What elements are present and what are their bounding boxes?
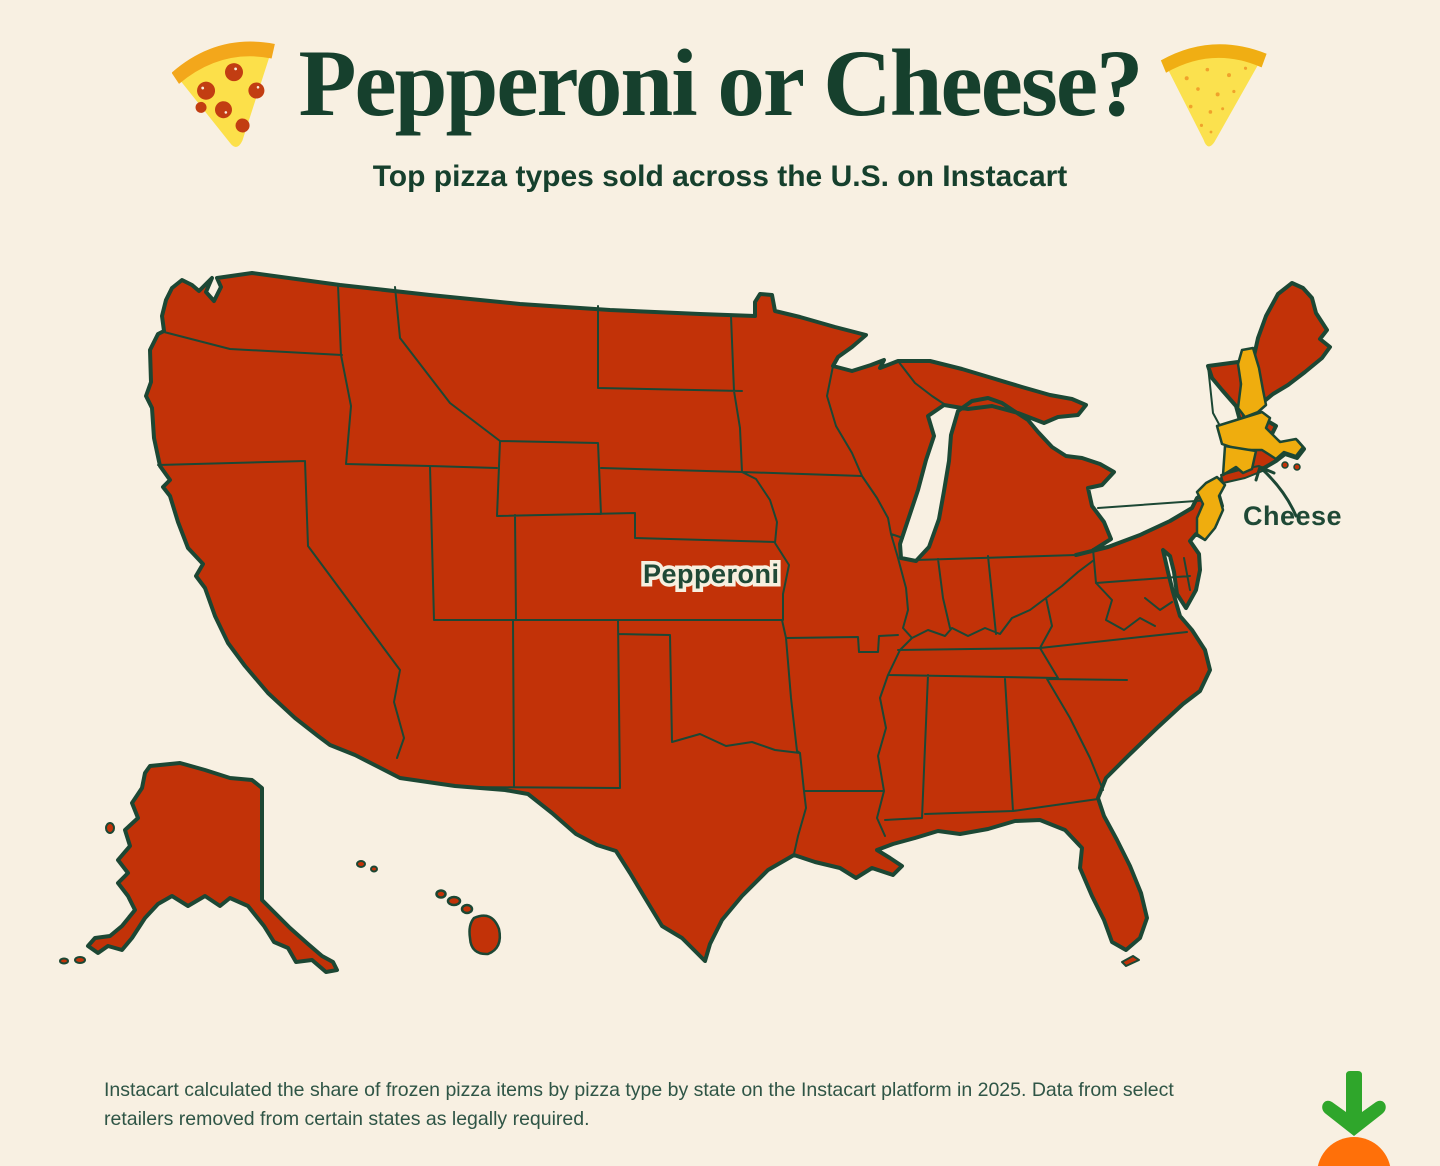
aleutian-island (74, 956, 86, 964)
us-choropleth-svg: Pepperoni Cheese (59, 271, 1342, 974)
hawaii-island-niihau (435, 889, 447, 899)
carrot-body (1317, 1137, 1391, 1166)
island-marthas-vineyard (1281, 461, 1289, 469)
state-new-jersey-cheese (1195, 475, 1227, 542)
state-alaska (86, 761, 339, 974)
hawaii-island-oahu (446, 895, 462, 907)
hawaii-island-maui (460, 903, 474, 915)
alaska-island (105, 822, 115, 834)
hawaii-island-big-island (468, 914, 502, 956)
carrot-leaf-arrow (1322, 1071, 1386, 1136)
pepperoni-map-label: Pepperoni (643, 559, 780, 589)
page-title: Pepperoni or Cheese? (298, 30, 1143, 136)
footer-line-2: retailers removed from certain states as… (104, 1108, 590, 1131)
instacart-carrot-logo (1317, 1071, 1391, 1166)
state-borders (157, 284, 1244, 855)
cheese-pizza-slice-icon (1160, 44, 1267, 147)
lower-48-pepperoni (144, 271, 1332, 963)
footer-disclaimer: Instacart calculated the share of frozen… (104, 1076, 1304, 1135)
us-map: Pepperoni Cheese (0, 228, 1440, 1043)
cheese-map-label: Cheese (1243, 501, 1342, 531)
island-nantucket (1293, 463, 1301, 471)
kodiak-island (370, 865, 378, 873)
header: Pepperoni or Cheese? Top pizza types sol… (0, 28, 1440, 194)
cheese-annotation-arrow (1254, 465, 1298, 518)
footer-line-1: Instacart calculated the share of frozen… (104, 1079, 1174, 1101)
subtitle: Top pizza types sold across the U.S. on … (372, 160, 1068, 193)
state-connecticut-cheese (1221, 444, 1258, 477)
pepperoni-pizza-slice-icon (172, 41, 276, 147)
florida-keys (1121, 955, 1140, 967)
aleutian-island (59, 957, 69, 965)
kodiak-island (356, 860, 366, 868)
